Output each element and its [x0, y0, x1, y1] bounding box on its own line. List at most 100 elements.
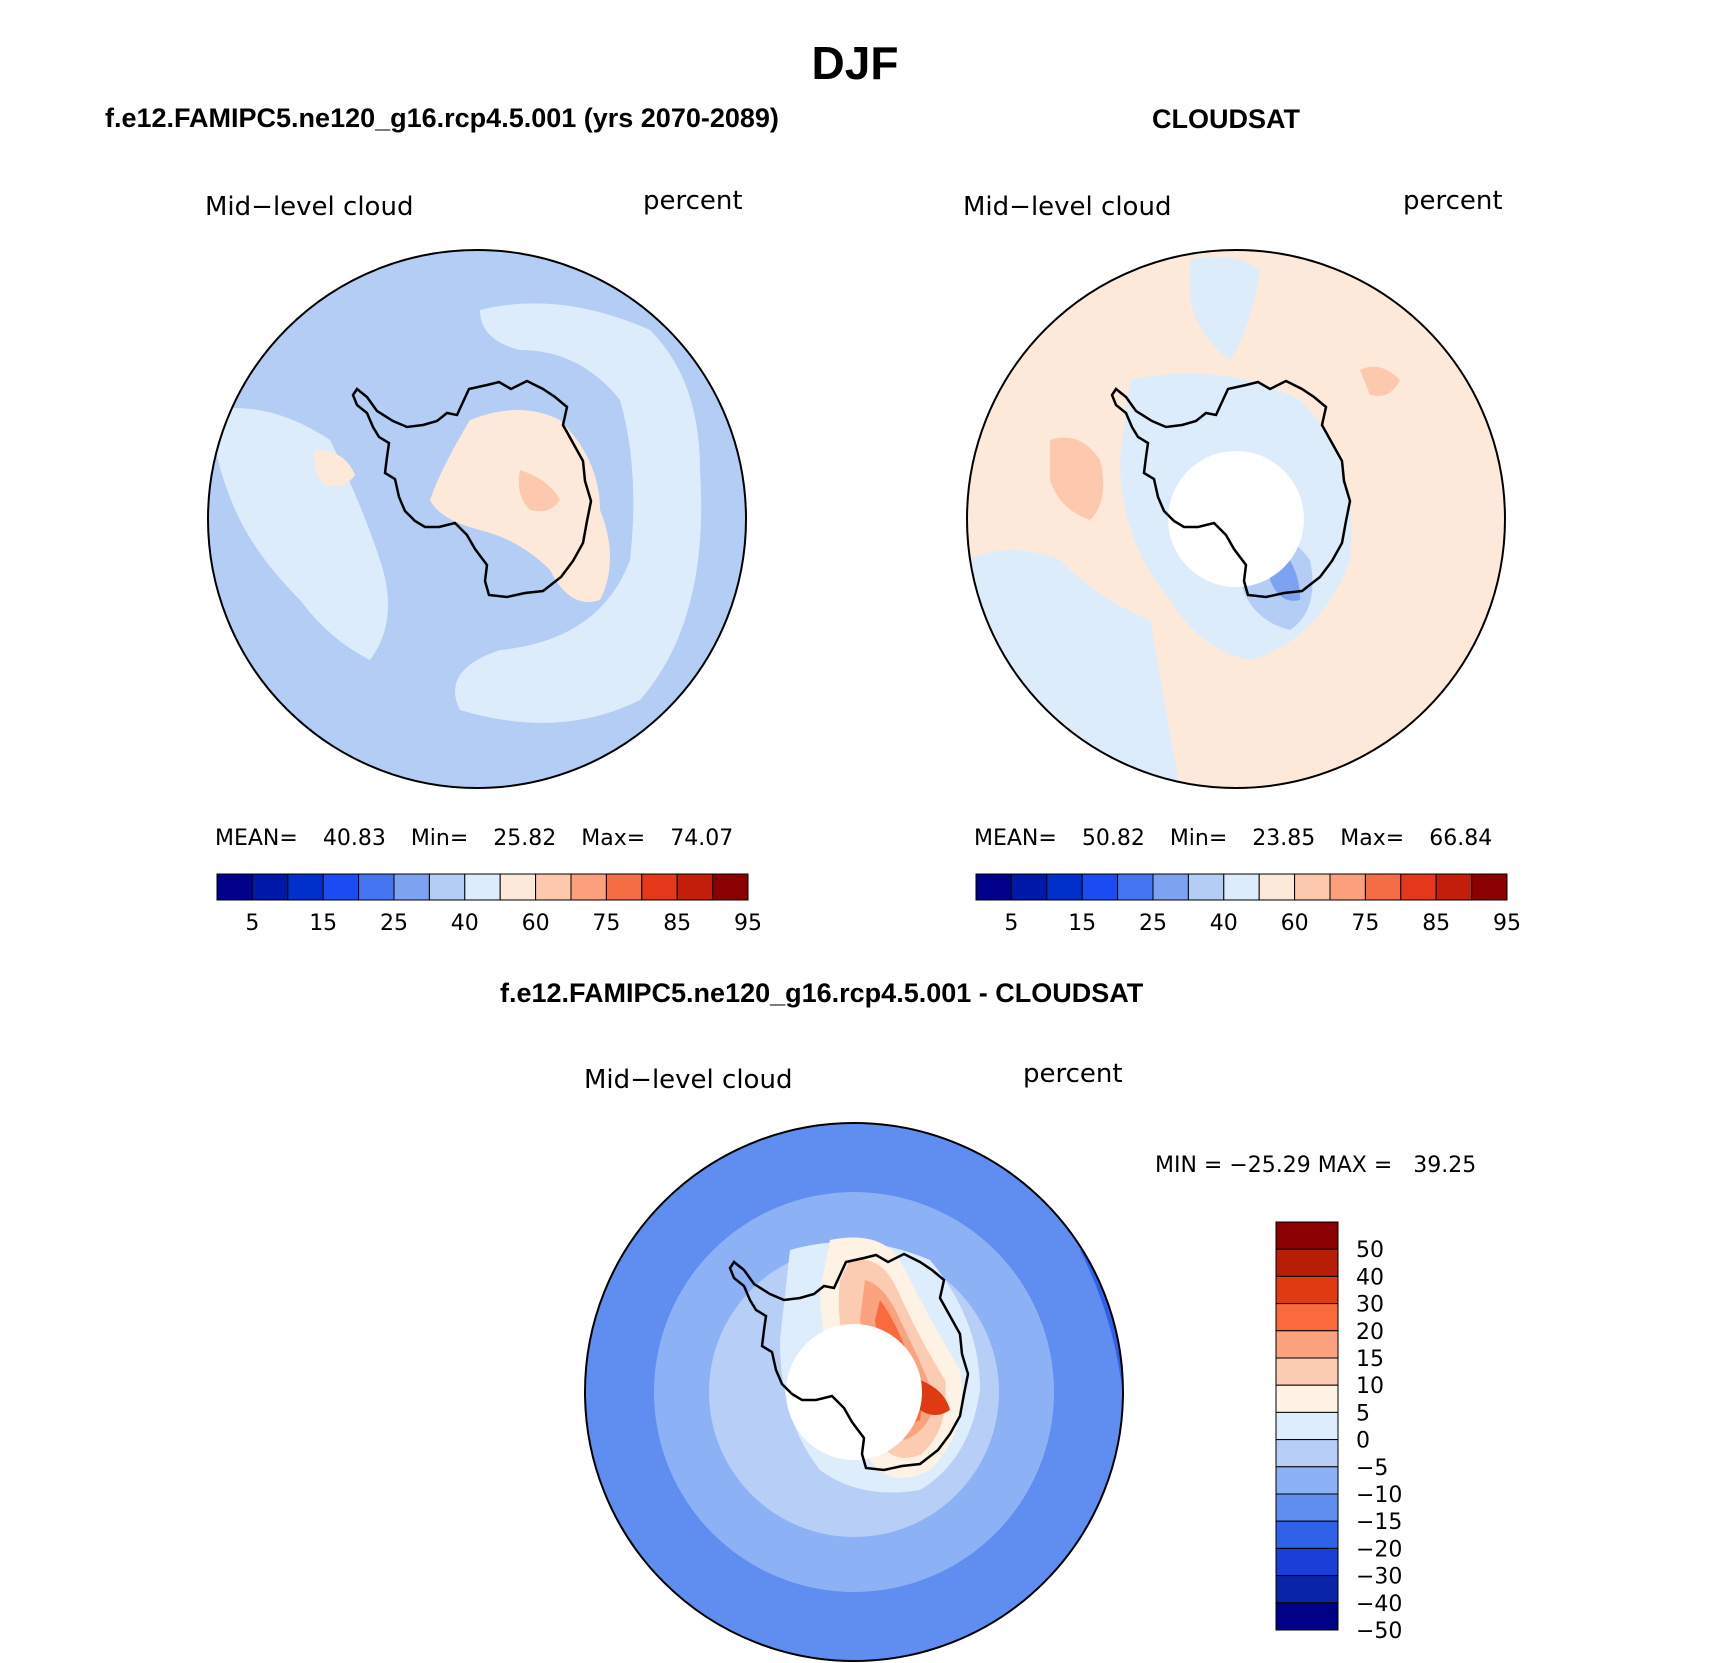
panel3-colorbar-box	[1275, 1303, 1339, 1332]
panel3-colorbar-box	[1275, 1602, 1339, 1631]
panel3-colorbar-box	[1275, 1466, 1339, 1495]
panel2-colorbar-label: 95	[1493, 911, 1521, 936]
panel1-colorbar-box	[570, 873, 607, 901]
panel2-colorbar-box	[1010, 873, 1048, 901]
panel1-colorbar-box	[287, 873, 324, 901]
panel1-colorbar-label: 15	[309, 911, 337, 936]
panel1-colorbar-box	[464, 873, 501, 901]
panel2-colorbar-box	[1294, 873, 1331, 901]
panel1-colorbar: 5 15 25 40 60 75 85 95	[216, 873, 762, 936]
panel2-colorbar-label: 5	[1004, 911, 1018, 936]
panel1-colorbar-label: 25	[380, 911, 408, 936]
panel3-colorbar-box	[1275, 1221, 1339, 1250]
panel2-colorbar-box	[1081, 873, 1119, 901]
panel3-colorbar-box	[1275, 1275, 1339, 1305]
panel1-colorbar-box	[358, 873, 395, 901]
panel3-units-label: percent	[1023, 1059, 1123, 1089]
panel2-missing-data-hole	[1168, 451, 1304, 587]
panel1-warm-region	[430, 410, 610, 602]
panel3-colorbar-label: 0	[1356, 1429, 1370, 1454]
panel1-map-border	[207, 249, 747, 789]
panel2-colorbar-box	[1046, 873, 1083, 901]
panel1-colorbar-box	[393, 873, 430, 901]
panel3-colorbar-label: 30	[1356, 1293, 1384, 1318]
panel2-colorbar-box	[1223, 873, 1260, 901]
panel3-colorbar-label: −50	[1356, 1619, 1402, 1644]
panel1-colorbar-box	[428, 873, 466, 901]
panel3-heading: f.e12.FAMIPC5.ne120_g16.rcp4.5.001 - CLO…	[500, 978, 1144, 1008]
panel2-colorbar-box	[1187, 873, 1225, 901]
panel3-variable-label: Mid−level cloud	[584, 1065, 793, 1095]
panel3-map-border	[584, 1122, 1124, 1662]
panel3-colorbar-box	[1275, 1493, 1339, 1522]
panel1-colorbar-box	[216, 873, 253, 901]
panel2-colorbar-box	[1329, 873, 1366, 901]
panel3-colorbar-label: −40	[1356, 1592, 1402, 1617]
figure-title: DJF	[811, 37, 899, 89]
panel1-colorbar-box	[712, 873, 749, 901]
panel3-colorbar-label: −5	[1356, 1456, 1388, 1481]
panel3-colorbar-label: 50	[1356, 1238, 1384, 1263]
panel1-colorbar-label: 60	[522, 911, 550, 936]
panel3-colorbar-label: −30	[1356, 1565, 1402, 1590]
panel1-outer-band	[320, 240, 470, 250]
panel1-colorbar-label: 5	[245, 911, 259, 936]
panel2-stats: MEAN= 50.82 Min= 23.85 Max= 66.84	[974, 826, 1492, 851]
panel1-colorbar-box	[676, 873, 714, 901]
panel3-colorbar-box	[1275, 1248, 1339, 1277]
panel2-colorbar-label: 25	[1139, 911, 1167, 936]
panel1-light-region	[455, 303, 702, 723]
panel1-mean-label: MEAN=	[215, 826, 298, 851]
panel1-stats: MEAN= 40.83 Min= 25.82 Max= 74.07	[215, 826, 733, 851]
panel3-missing-data-hole	[786, 1324, 922, 1460]
panel1-variable-label: Mid−level cloud	[205, 192, 414, 222]
panel1-map	[207, 240, 747, 789]
panel3-colorbar-label: −10	[1356, 1483, 1402, 1508]
panel2-warm-region	[1360, 366, 1400, 396]
panel2-heading: CLOUDSAT	[1152, 104, 1300, 134]
panel2-colorbar-label: 60	[1281, 911, 1309, 936]
panel3-colorbar-label: 15	[1356, 1347, 1384, 1372]
panel3-map	[584, 1122, 1124, 1662]
panel2-colorbar-label: 40	[1210, 911, 1238, 936]
panel2-colorbar-box	[1152, 873, 1189, 901]
panel3-colorbar-box	[1275, 1547, 1339, 1577]
panel1-units-label: percent	[643, 186, 743, 216]
panel2-max-label: Max=	[1340, 826, 1405, 851]
panel1-mean-value: 40.83	[322, 826, 386, 851]
panel2-max-value: 66.84	[1429, 826, 1493, 851]
panel1-colorbar-label: 40	[451, 911, 479, 936]
panel3-positive-region	[920, 1380, 950, 1415]
panel2-map	[966, 249, 1506, 789]
panel2-warm-region	[1050, 437, 1104, 520]
panel1-warm-region	[313, 450, 355, 487]
panel2-map-border	[966, 249, 1506, 789]
panel3-colorbar-label: 10	[1356, 1374, 1384, 1399]
panel3-colorbar-label: −15	[1356, 1510, 1402, 1535]
panel1-colorbar-box	[605, 873, 643, 901]
panel3-colorbar-box	[1275, 1520, 1339, 1549]
panel2-cool-region	[967, 550, 1180, 788]
panel1-colorbar-label: 75	[592, 911, 620, 936]
panel3-colorbar-box	[1275, 1384, 1339, 1413]
panel1-colorbar-box	[251, 873, 289, 901]
panel2-colorbar-box	[1258, 873, 1296, 901]
panel2-mean-value: 50.82	[1081, 826, 1145, 851]
panel2-colorbar-label: 15	[1068, 911, 1096, 936]
panel3-colorbar-label: 40	[1356, 1265, 1384, 1290]
panel2-min-label: Min=	[1169, 826, 1228, 851]
panel2-cool-region	[1190, 256, 1260, 360]
panel3-colorbar-box	[1275, 1575, 1339, 1604]
panel1-colorbar-box	[322, 873, 360, 901]
panel1-heading: f.e12.FAMIPC5.ne120_g16.rcp4.5.001 (yrs …	[105, 103, 779, 133]
panel2-colorbar-box	[1471, 873, 1508, 901]
panel2-colorbar-box	[1435, 873, 1473, 901]
panel1-colorbar-label: 95	[734, 911, 762, 936]
panel1-min-label: Min=	[410, 826, 469, 851]
panel3-colorbar-label: 5	[1356, 1401, 1370, 1426]
panel2-units-label: percent	[1403, 186, 1503, 216]
panel1-min-value: 25.82	[493, 826, 557, 851]
panel1-colorbar-box	[499, 873, 537, 901]
